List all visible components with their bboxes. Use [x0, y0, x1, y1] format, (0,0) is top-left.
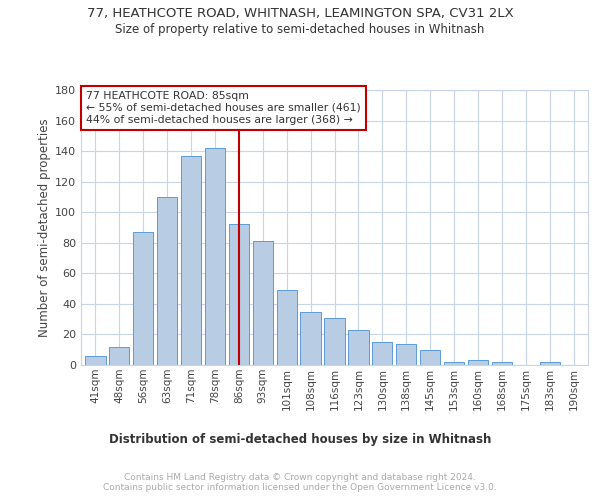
Bar — [396, 344, 416, 365]
Bar — [325, 318, 344, 365]
Text: Size of property relative to semi-detached houses in Whitnash: Size of property relative to semi-detach… — [115, 22, 485, 36]
Text: 77 HEATHCOTE ROAD: 85sqm
← 55% of semi-detached houses are smaller (461)
44% of : 77 HEATHCOTE ROAD: 85sqm ← 55% of semi-d… — [86, 92, 361, 124]
Bar — [157, 197, 177, 365]
Bar — [539, 362, 560, 365]
Bar — [229, 224, 249, 365]
Bar — [372, 342, 392, 365]
Text: Contains HM Land Registry data © Crown copyright and database right 2024.
Contai: Contains HM Land Registry data © Crown c… — [103, 472, 497, 492]
Bar — [181, 156, 201, 365]
Bar — [85, 356, 106, 365]
Text: 77, HEATHCOTE ROAD, WHITNASH, LEAMINGTON SPA, CV31 2LX: 77, HEATHCOTE ROAD, WHITNASH, LEAMINGTON… — [86, 8, 514, 20]
Bar — [277, 290, 297, 365]
Bar — [492, 362, 512, 365]
Bar — [253, 242, 273, 365]
Bar — [205, 148, 225, 365]
Bar — [348, 330, 368, 365]
Text: Distribution of semi-detached houses by size in Whitnash: Distribution of semi-detached houses by … — [109, 432, 491, 446]
Bar — [133, 232, 154, 365]
Y-axis label: Number of semi-detached properties: Number of semi-detached properties — [38, 118, 51, 337]
Bar — [109, 346, 130, 365]
Bar — [420, 350, 440, 365]
Bar — [444, 362, 464, 365]
Bar — [468, 360, 488, 365]
Bar — [301, 312, 321, 365]
